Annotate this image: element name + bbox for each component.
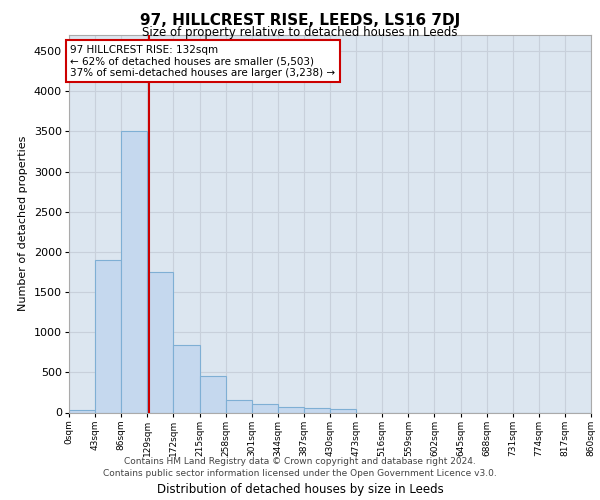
Text: 97 HILLCREST RISE: 132sqm
← 62% of detached houses are smaller (5,503)
37% of se: 97 HILLCREST RISE: 132sqm ← 62% of detac… — [70, 44, 335, 78]
Bar — [148, 272, 173, 412]
Bar — [95, 260, 121, 412]
Bar — [252, 404, 278, 412]
Bar — [173, 345, 199, 412]
Text: Contains public sector information licensed under the Open Government Licence v3: Contains public sector information licen… — [103, 468, 497, 477]
Bar — [278, 407, 304, 412]
Bar — [304, 408, 330, 412]
Text: Distribution of detached houses by size in Leeds: Distribution of detached houses by size … — [157, 482, 443, 496]
Text: 97, HILLCREST RISE, LEEDS, LS16 7DJ: 97, HILLCREST RISE, LEEDS, LS16 7DJ — [140, 12, 460, 28]
Bar — [69, 410, 95, 412]
Bar — [330, 410, 356, 412]
Text: Size of property relative to detached houses in Leeds: Size of property relative to detached ho… — [142, 26, 458, 39]
Bar — [199, 376, 226, 412]
Text: Contains HM Land Registry data © Crown copyright and database right 2024.: Contains HM Land Registry data © Crown c… — [124, 458, 476, 466]
Bar — [226, 400, 252, 412]
Bar — [121, 132, 148, 412]
Y-axis label: Number of detached properties: Number of detached properties — [19, 136, 28, 312]
